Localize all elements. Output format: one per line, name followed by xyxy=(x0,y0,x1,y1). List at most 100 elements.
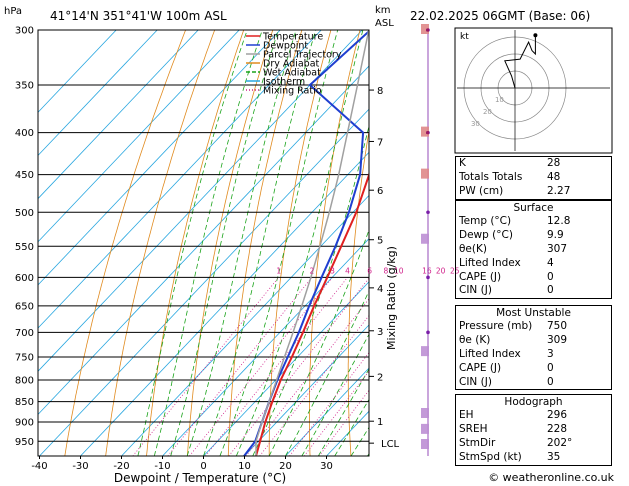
altitude-tick-label: 1 xyxy=(377,417,383,428)
row-value: 12.8 xyxy=(547,215,571,227)
most-unstable-box: Most Unstable Pressure (mb) 750 θe (K) 309 L… xyxy=(455,305,612,391)
surface-box: Surface Temp (°C) 12.8 Dewp (°C) 9.9 θe(K) 30… xyxy=(455,200,612,300)
dry-adiabat-line xyxy=(386,5,424,456)
row-label: CAPE (J) xyxy=(459,270,502,283)
legend-label: Parcel Trajectory xyxy=(263,50,342,61)
mixing-ratio-labels: 1 2 3 4 6 8 10 16 20 25 xyxy=(276,266,459,275)
isotherm-line xyxy=(80,151,369,456)
temperature-axis: -40 -30 -20 -10 0 10 20 30 xyxy=(31,456,333,472)
isotherm-line xyxy=(38,65,369,416)
row-label: Lifted Index xyxy=(459,347,521,360)
temperature-tick-label: -30 xyxy=(72,461,88,472)
pressure-tick-label: 550 xyxy=(15,242,34,253)
pressure-tick-label: 500 xyxy=(15,208,34,219)
pressure-tick-label: 650 xyxy=(15,301,34,312)
pressure-tick-label: 950 xyxy=(15,437,34,448)
mixing-ratio-line xyxy=(132,277,280,456)
hodograph-ring-label: 20 xyxy=(483,108,492,116)
wet-adiabat-line xyxy=(219,30,339,456)
table-row: θe (K) 309 xyxy=(456,334,611,348)
row-value: 307 xyxy=(547,242,568,255)
table-row: Pressure (mb) 750 xyxy=(456,320,611,334)
copyright: © weatheronline.co.uk xyxy=(488,471,614,484)
background-lines xyxy=(38,5,629,456)
dry-adiabat-line xyxy=(227,30,303,456)
wet-adiabat-line xyxy=(186,30,297,456)
isotherm-line xyxy=(285,367,369,456)
table-row: CIN (J) 0 xyxy=(456,284,611,298)
wet-adiabat-line xyxy=(252,124,369,456)
dry-adiabat-line xyxy=(187,30,274,456)
mixing-ratio-label: 20 xyxy=(436,266,446,275)
row-value: 3 xyxy=(547,347,554,360)
lcl-label: LCL xyxy=(381,439,400,450)
altitude-tick-label: 7 xyxy=(377,137,383,148)
hodograph-trace xyxy=(504,35,536,89)
row-label: CIN (J) xyxy=(459,375,492,388)
mixing-ratio-line xyxy=(205,277,348,456)
row-value: 750 xyxy=(547,320,568,332)
row-value: 9.9 xyxy=(547,228,564,241)
wet-adiabat-line xyxy=(153,30,263,456)
row-value: 35 xyxy=(547,450,561,463)
pressure-tick-label: 400 xyxy=(15,128,34,139)
series-temperature xyxy=(255,170,369,456)
isotherm-line xyxy=(38,30,158,157)
mixing-ratio-label: 2 xyxy=(310,266,315,275)
isotherm-line xyxy=(38,30,240,243)
table-row: θe(K) 307 xyxy=(456,243,611,257)
table-row: StmDir 202° xyxy=(456,437,611,451)
temperature-tick-label: -10 xyxy=(154,461,170,472)
wind-barbs xyxy=(421,24,430,456)
row-value: 0 xyxy=(547,270,554,283)
legend-label: Dry Adiabat xyxy=(263,59,320,70)
indices-box: K 28 Totals Totals 48 PW (cm) 2.27 xyxy=(455,156,612,200)
pressure-tick-label: 800 xyxy=(15,375,34,386)
mixing-ratio-label: 16 xyxy=(422,266,432,275)
pressure-unit: hPa xyxy=(4,6,22,17)
row-value: 0 xyxy=(547,375,554,388)
legend-label: Temperature xyxy=(262,32,323,43)
most-unstable-title: Most Unstable xyxy=(496,307,571,319)
wet-adiabat-line xyxy=(235,30,364,456)
isotherm-line xyxy=(38,30,322,329)
table-row: EH 296 xyxy=(456,409,611,423)
row-label: θe (K) xyxy=(459,333,491,346)
dry-adiabat-line xyxy=(422,5,452,456)
pressure-tick-label: 300 xyxy=(15,26,34,37)
row-value: 0 xyxy=(547,361,554,374)
mixing-ratio-line xyxy=(245,298,369,456)
wet-adiabat-line xyxy=(317,368,369,456)
hodograph-ring-label: 10 xyxy=(495,96,504,104)
legend-label: Isotherm xyxy=(263,77,305,88)
hodograph-unit: kt xyxy=(460,32,469,42)
row-label: StmSpd (kt) xyxy=(459,450,522,463)
isotherm-line xyxy=(38,30,199,200)
altitude-tick-label: 8 xyxy=(377,86,383,97)
pressure-tick-label: 450 xyxy=(15,170,34,181)
mixing-ratio-line xyxy=(189,277,333,456)
row-value: 28 xyxy=(547,157,561,169)
temperature-tick-label: 0 xyxy=(200,461,206,472)
row-value: 0 xyxy=(547,284,554,297)
altitude-unit-asl: ASL xyxy=(375,18,394,29)
temperature-tick-label: 30 xyxy=(320,461,333,472)
row-label: PW (cm) xyxy=(459,184,504,197)
row-label: Lifted Index xyxy=(459,256,521,269)
table-row: PW (cm) 2.27 xyxy=(456,185,611,199)
mixing-ratio-line xyxy=(228,277,369,456)
dry-adiabat-line xyxy=(620,5,629,456)
row-value: 4 xyxy=(547,256,554,269)
pressure-tick-label: 700 xyxy=(15,328,34,339)
surface-title: Surface xyxy=(513,202,554,214)
legend-label: Wet Adiabat xyxy=(263,68,321,79)
mixing-ratio-line xyxy=(303,370,369,456)
isotherm-line xyxy=(38,30,363,372)
table-row: CAPE (J) 0 xyxy=(456,362,611,376)
altitude-tick-label: 3 xyxy=(377,327,383,338)
table-row: Totals Totals 48 xyxy=(456,171,611,185)
row-value: 2.27 xyxy=(547,184,571,197)
wet-adiabat-line xyxy=(170,30,279,456)
